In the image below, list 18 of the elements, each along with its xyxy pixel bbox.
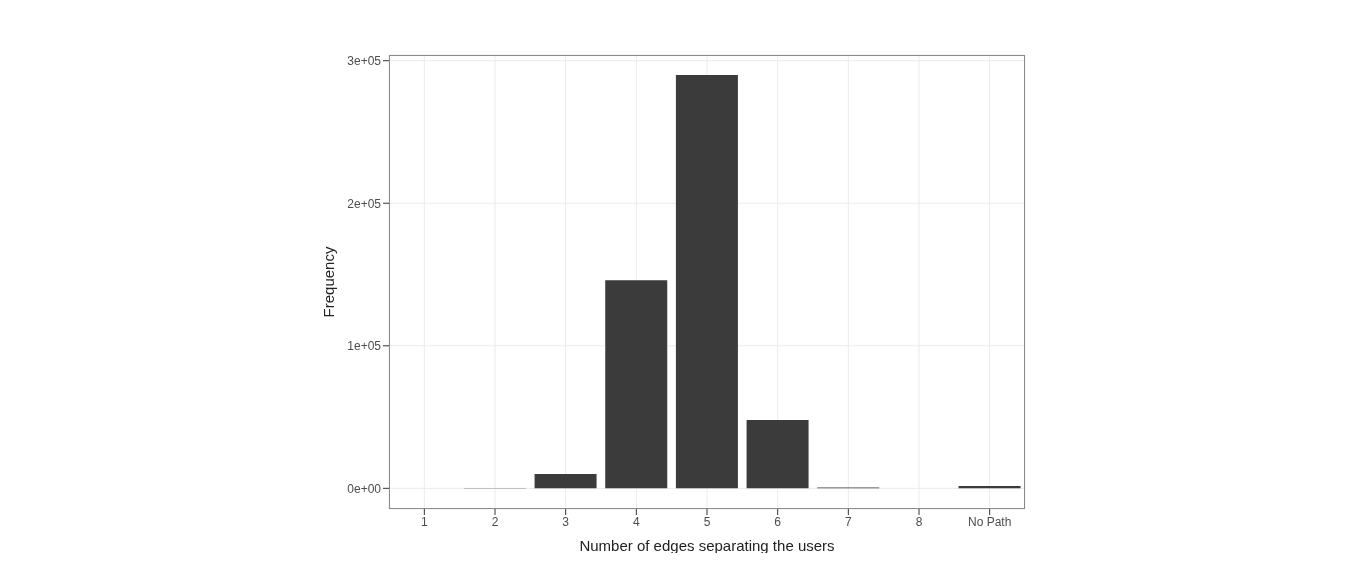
y-axis-title: Frequency [320,246,338,318]
x-tick-label: No Path [967,514,1012,529]
x-tick-label: 3 [562,514,570,529]
bar [675,74,738,489]
x-tick-label: 8 [915,514,923,529]
bar [534,474,597,489]
y-tick-label: 2e+05 [347,196,382,211]
bar [605,280,668,489]
x-tick-label: 5 [703,514,711,529]
y-tick-label: 0e+00 [347,481,382,496]
y-tick-label: 1e+05 [347,339,382,354]
x-tick-label: 6 [774,514,782,529]
x-tick-label: 1 [420,514,428,529]
x-tick-label: 4 [632,514,640,529]
bar [746,419,809,489]
x-tick-label: 7 [844,514,852,529]
y-tick-label: 3e+05 [347,53,382,68]
x-tick-label: 2 [491,514,499,529]
